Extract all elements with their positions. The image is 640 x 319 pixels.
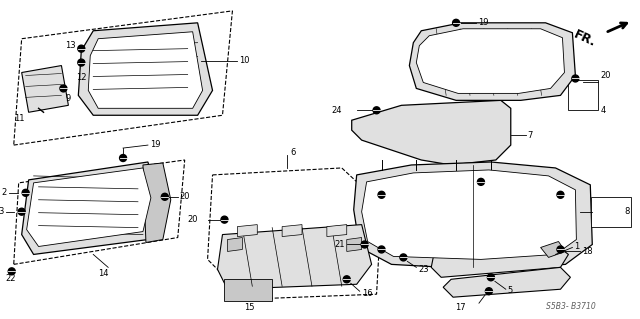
Polygon shape (237, 225, 257, 237)
Polygon shape (13, 11, 232, 145)
Text: 5: 5 (508, 286, 513, 295)
Circle shape (8, 268, 15, 275)
Polygon shape (88, 32, 203, 108)
Polygon shape (143, 163, 171, 242)
Text: 21: 21 (334, 240, 345, 249)
Text: 4: 4 (600, 106, 605, 115)
Text: 1: 1 (574, 242, 580, 251)
Text: 10: 10 (239, 56, 250, 65)
Text: 9: 9 (65, 94, 70, 103)
Polygon shape (227, 238, 243, 251)
Circle shape (22, 189, 29, 196)
Text: 6: 6 (290, 148, 296, 157)
Polygon shape (218, 225, 372, 289)
Circle shape (452, 19, 460, 26)
Text: 3: 3 (0, 207, 4, 216)
Circle shape (477, 178, 484, 185)
Circle shape (557, 246, 564, 253)
Polygon shape (207, 168, 381, 299)
Polygon shape (541, 241, 566, 257)
Polygon shape (354, 162, 592, 269)
Circle shape (378, 191, 385, 198)
Text: 23: 23 (419, 265, 429, 274)
Circle shape (572, 75, 579, 82)
Circle shape (78, 45, 84, 52)
Text: 24: 24 (332, 106, 342, 115)
Text: S5B3- B3710: S5B3- B3710 (545, 302, 595, 311)
Polygon shape (27, 168, 151, 247)
Circle shape (161, 193, 168, 200)
Circle shape (373, 107, 380, 114)
Circle shape (221, 216, 228, 223)
Text: 19: 19 (150, 140, 161, 149)
Polygon shape (22, 162, 158, 255)
Circle shape (343, 276, 350, 283)
Polygon shape (352, 100, 511, 165)
Polygon shape (443, 267, 570, 297)
Text: 7: 7 (527, 131, 533, 140)
Text: 14: 14 (98, 269, 108, 278)
Polygon shape (282, 225, 302, 237)
Text: 13: 13 (65, 41, 76, 50)
Polygon shape (347, 238, 362, 251)
Circle shape (378, 246, 385, 253)
Circle shape (557, 191, 564, 198)
Text: 8: 8 (625, 207, 630, 216)
Polygon shape (78, 23, 212, 115)
Polygon shape (417, 29, 564, 93)
Circle shape (488, 274, 494, 281)
Circle shape (60, 85, 67, 92)
Circle shape (18, 208, 25, 215)
Circle shape (400, 254, 407, 261)
Circle shape (120, 154, 127, 161)
Polygon shape (431, 244, 568, 277)
Text: 16: 16 (362, 289, 372, 298)
Text: 19: 19 (478, 18, 488, 27)
Text: 20: 20 (187, 215, 198, 224)
Text: 20: 20 (180, 192, 190, 201)
Text: 22: 22 (6, 274, 16, 283)
Polygon shape (13, 160, 185, 264)
Polygon shape (362, 170, 577, 259)
Circle shape (361, 241, 368, 248)
Circle shape (485, 288, 492, 295)
Text: 15: 15 (244, 303, 255, 312)
Text: 20: 20 (600, 71, 611, 80)
Text: 2: 2 (1, 188, 7, 197)
FancyBboxPatch shape (225, 279, 272, 301)
Circle shape (78, 59, 84, 66)
Text: 12: 12 (76, 73, 86, 82)
Polygon shape (22, 66, 68, 112)
Polygon shape (410, 23, 575, 100)
Polygon shape (568, 80, 598, 110)
Polygon shape (327, 225, 347, 237)
Text: 11: 11 (13, 114, 24, 123)
Text: 17: 17 (456, 303, 466, 312)
Text: FR.: FR. (572, 28, 598, 49)
FancyBboxPatch shape (591, 197, 631, 226)
Text: 18: 18 (582, 247, 593, 256)
